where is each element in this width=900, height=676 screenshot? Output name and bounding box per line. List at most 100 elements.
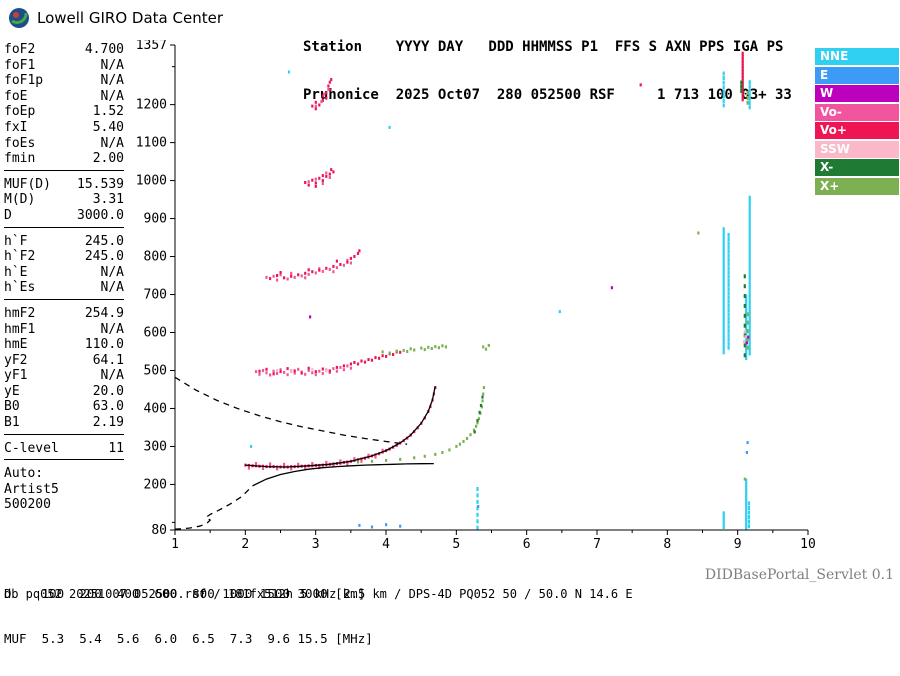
parameter-row-hmf2: hmF2 254.9 [4, 306, 124, 322]
parameter-row-500200: 500200 [4, 497, 124, 513]
echo-direction-legend: NNE E W Vo- Vo+ SSW X- X+ [815, 48, 899, 196]
y-tick-label: 700 [144, 288, 167, 303]
parameter-label: D [4, 207, 12, 223]
series-f-trace-o-mode [244, 386, 437, 469]
parameter-value: 5.40 [92, 119, 124, 135]
y-tick-label: 1357 [136, 40, 167, 53]
series-oblique-spread-x-plus [746, 90, 749, 350]
x-tick-label: 8 [663, 537, 671, 552]
legend-item-x: X- [815, 159, 899, 176]
y-tick-label: 600 [144, 326, 167, 341]
y-tick-label: 80 [151, 523, 167, 538]
parameter-group: hmF2 254.9 hmF1 N/A hmE 110.0 yF2 64.1 yF1 N/A yE 2… [4, 306, 124, 435]
parameter-value: N/A [100, 73, 124, 89]
legend-item-vo: Vo+ [815, 122, 899, 139]
parameter-value: 64.1 [92, 352, 124, 368]
parameter-value: 15.539 [77, 176, 124, 192]
series-fourth-hop-spread [307, 171, 331, 186]
parameter-label: foE [4, 88, 28, 104]
series-transmission-curve [174, 376, 408, 445]
series-sporadic-w [309, 286, 750, 345]
parameter-value: N/A [100, 57, 124, 73]
parameter-row-d: D 3000.0 [4, 208, 124, 224]
parameter-row-fmin: fmin 2.00 [4, 151, 124, 167]
legend-item-x: X+ [815, 177, 899, 195]
parameter-label: foEs [4, 135, 36, 151]
parameter-label: yE [4, 383, 20, 399]
parameter-label: h`Es [4, 280, 36, 296]
legend-item-ssw: SSW [815, 140, 899, 158]
series-second-hop-x [381, 343, 490, 355]
parameter-row-m-d: M(D) 3.31 [4, 192, 124, 208]
legend-item-nne: NNE [815, 48, 899, 65]
parameter-group: foF2 4.700 foF1 N/A foF1p N/A foE N/A foEp 1.52 fx… [4, 42, 124, 171]
parameter-row-foes: foEs N/A [4, 136, 124, 152]
parameter-label: MUF(D) [4, 176, 51, 192]
x-tick-label: 9 [734, 537, 742, 552]
y-tick-label: 800 [144, 250, 167, 265]
parameter-label: Auto: [4, 466, 44, 482]
parameter-value: 245.0 [84, 249, 124, 265]
parameter-label: foEp [4, 104, 36, 120]
y-tick-label: 500 [144, 363, 167, 378]
parameter-label: yF1 [4, 368, 28, 384]
y-tick-label: 1000 [136, 174, 167, 189]
series-sporadic-vo-plus [639, 83, 642, 87]
parameter-value: N/A [100, 88, 124, 104]
parameter-label: Artist5 [4, 481, 59, 497]
parameter-value: 2.00 [92, 151, 124, 167]
parameter-label: 500200 [4, 497, 51, 513]
muf-values-row: MUF 5.3 5.4 5.6 6.0 6.5 7.3 9.6 15.5 [MH… [4, 631, 373, 646]
didbase-portal-ionogram: Lowell GIRO Data Center Station YYYY DAY… [4, 7, 899, 646]
x-tick-label: 1 [171, 537, 179, 552]
ionogram-chart: 1357 1200 1100 1000 900 800 700 600 500 400 300 200… [130, 38, 820, 555]
y-tick-label: 400 [144, 401, 167, 416]
parameter-row-h-es: h`Es N/A [4, 280, 124, 296]
parameter-label: fxI [4, 119, 28, 135]
series-oblique-spread-nne [476, 71, 751, 531]
parameter-value: N/A [100, 280, 124, 296]
parameter-value: 1.52 [92, 104, 124, 120]
series-fourth-hop [304, 168, 335, 188]
y-tick-label: 1200 [136, 98, 167, 113]
station-header: Station YYYY DAY DDD HHMMSS P1 FFS S AXN… [303, 7, 792, 135]
series-f-trace-x-mode-cusp [473, 395, 484, 434]
brand-title: Lowell GIRO Data Center [37, 9, 223, 27]
x-tick-label: 2 [241, 537, 249, 552]
parameter-row-fxi: fxI 5.40 [4, 120, 124, 136]
parameter-row-fof1: foF1 N/A [4, 58, 124, 74]
parameter-row-c-level: C-level 11 [4, 441, 124, 457]
parameter-value: 4.700 [84, 42, 124, 57]
muf-distance-row: D 100 200 400 600 800 1000 1500 3000 [km… [4, 586, 366, 601]
parameter-label: foF1 [4, 57, 36, 73]
parameter-value: 20.0 [92, 383, 124, 399]
parameter-row-fof2: foF2 4.700 [4, 42, 124, 58]
parameter-label: hmF1 [4, 321, 36, 337]
series-sporadic-nne [250, 70, 561, 448]
parameter-label: foF1p [4, 73, 44, 89]
parameter-row-fof1p: foF1p N/A [4, 73, 124, 89]
parameter-label: hmF2 [4, 305, 36, 321]
parameter-value: N/A [100, 135, 124, 151]
x-tick-label: 10 [800, 537, 816, 552]
parameter-label: C-level [4, 440, 59, 456]
legend-item-e: E [815, 66, 899, 84]
parameter-value: 2.19 [92, 415, 124, 431]
parameter-label: fmin [4, 151, 36, 167]
legend-item-vo: Vo- [815, 103, 899, 121]
parameter-value: 110.0 [84, 337, 124, 353]
y-axis-ticks: 1357 1200 1100 1000 900 800 700 600 500 400 300 200… [136, 38, 175, 538]
parameter-value: 245.0 [84, 233, 124, 249]
parameter-label: B1 [4, 415, 20, 431]
parameter-value: 3.31 [92, 192, 124, 208]
x-axis-ticks: 1 2 3 4 5 6 7 8 9 10 [171, 530, 816, 552]
y-tick-label: 1100 [136, 136, 167, 151]
parameter-label: B0 [4, 399, 20, 415]
series-sporadic-x-plus [697, 231, 746, 481]
parameter-group: Auto: Artist5 500200 [4, 466, 124, 516]
parameter-row-foe: foE N/A [4, 89, 124, 105]
series-third-hop [269, 249, 361, 281]
parameter-row-foep: foEp 1.52 [4, 104, 124, 120]
giro-logo-icon [9, 8, 29, 28]
brand: Lowell GIRO Data Center [8, 7, 223, 29]
